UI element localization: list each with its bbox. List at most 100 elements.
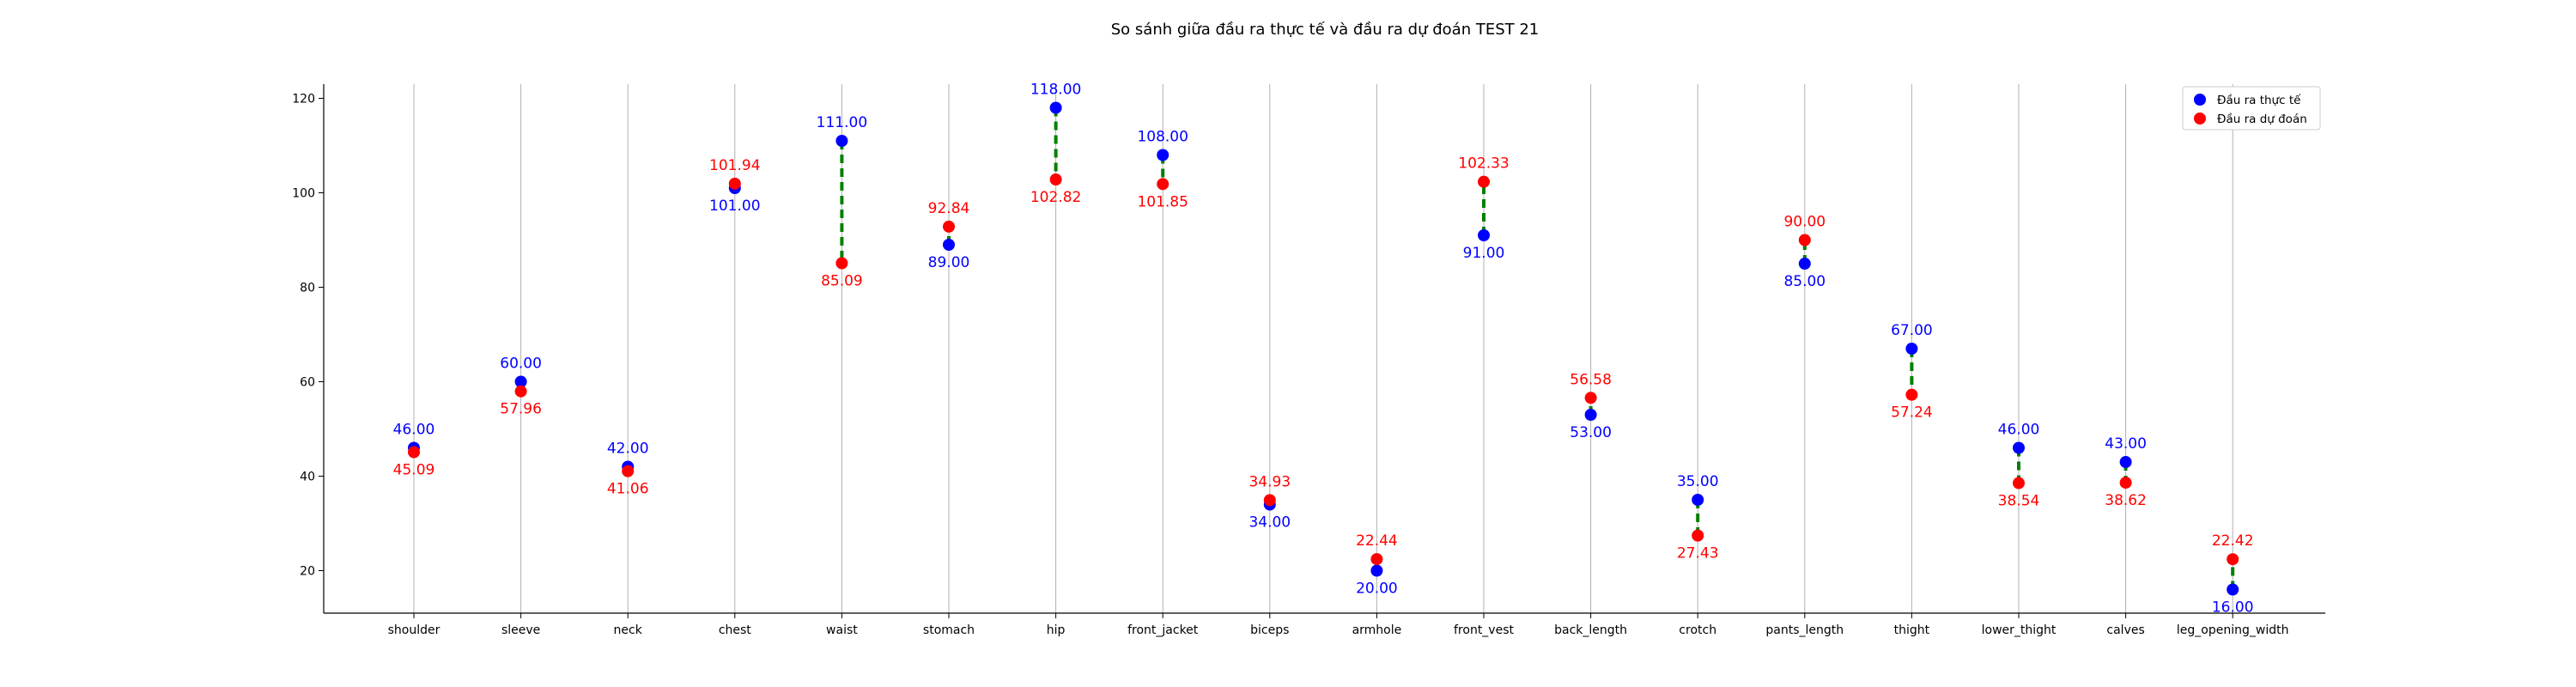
predicted-value-label: 45.09 bbox=[393, 462, 435, 479]
predicted-point-biceps bbox=[1263, 494, 1276, 507]
actual-value-label: 67.00 bbox=[1891, 322, 1933, 339]
y-tick-label: 60 bbox=[300, 376, 315, 390]
predicted-value-label: 101.85 bbox=[1137, 193, 1188, 210]
y-tick-label: 20 bbox=[300, 565, 315, 579]
predicted-value-label: 101.94 bbox=[709, 157, 760, 174]
actual-value-label: 85.00 bbox=[1783, 273, 1826, 290]
actual-point-lower_thight bbox=[2013, 441, 2025, 454]
actual-value-label: 53.00 bbox=[1570, 424, 1612, 441]
legend-marker-1 bbox=[2194, 112, 2206, 125]
x-tick-label: chest bbox=[719, 623, 751, 637]
legend-label-0: Đầu ra thực tế bbox=[2217, 93, 2301, 107]
x-tick-label: leg_opening_width bbox=[2177, 623, 2289, 637]
chart-title: So sánh giữa đầu ra thực tế và đầu ra dự… bbox=[1111, 21, 1540, 39]
actual-value-label: 101.00 bbox=[709, 198, 760, 215]
x-tick-label: armhole bbox=[1352, 623, 1402, 637]
predicted-value-label: 41.06 bbox=[607, 481, 649, 498]
legend-label-1: Đầu ra dự đoán bbox=[2217, 112, 2307, 126]
x-tick-label: back_length bbox=[1554, 623, 1627, 637]
actual-point-stomach bbox=[943, 239, 955, 251]
predicted-point-crotch bbox=[1692, 529, 1704, 542]
x-tick-label: lower_thight bbox=[1982, 623, 2057, 637]
actual-value-label: 60.00 bbox=[500, 356, 542, 373]
predicted-point-thight bbox=[1905, 388, 1918, 401]
actual-point-leg_opening_width bbox=[2227, 583, 2239, 596]
actual-value-label: 46.00 bbox=[1998, 422, 2040, 439]
y-tick-label: 80 bbox=[300, 282, 315, 295]
predicted-point-hip bbox=[1049, 173, 1062, 185]
y-tick-label: 100 bbox=[292, 187, 315, 201]
predicted-point-leg_opening_width bbox=[2227, 553, 2239, 566]
x-tick-label: waist bbox=[826, 623, 858, 637]
x-tick-label: front_vest bbox=[1454, 623, 1514, 637]
x-tick-label: pants_length bbox=[1765, 623, 1844, 637]
actual-point-back_length bbox=[1584, 409, 1597, 421]
predicted-value-label: 85.09 bbox=[821, 273, 863, 290]
actual-value-label: 34.00 bbox=[1249, 514, 1291, 532]
predicted-point-back_length bbox=[1584, 392, 1597, 404]
data-labels: 46.00 45.09 60.00 57.96 42.00 41.06 101.00 101.… bbox=[393, 82, 2254, 617]
actual-point-front_vest bbox=[1478, 229, 1490, 241]
legend-marker-0 bbox=[2194, 94, 2206, 106]
predicted-value-label: 38.62 bbox=[2105, 492, 2147, 509]
predicted-value-label: 102.82 bbox=[1030, 189, 1081, 206]
x-tick-label: calves bbox=[2106, 623, 2144, 637]
x-tick-label: thight bbox=[1894, 623, 1930, 637]
actual-value-label: 20.00 bbox=[1356, 581, 1398, 598]
actual-point-thight bbox=[1905, 343, 1918, 355]
predicted-point-chest bbox=[728, 177, 741, 190]
actual-point-armhole bbox=[1370, 564, 1383, 577]
predicted-point-front_vest bbox=[1478, 175, 1490, 188]
actual-value-label: 16.00 bbox=[2212, 599, 2254, 617]
actual-point-hip bbox=[1049, 101, 1062, 114]
predicted-point-stomach bbox=[943, 220, 955, 233]
predicted-value-label: 27.43 bbox=[1677, 545, 1719, 562]
predicted-value-label: 34.93 bbox=[1249, 473, 1291, 490]
predicted-value-label: 22.42 bbox=[2212, 532, 2254, 550]
predicted-point-neck bbox=[622, 465, 635, 477]
predicted-point-calves bbox=[2119, 477, 2132, 489]
predicted-value-label: 57.96 bbox=[500, 401, 542, 418]
actual-point-sleeve bbox=[514, 375, 527, 388]
x-tick-label: neck bbox=[614, 623, 643, 637]
actual-point-pants_length bbox=[1798, 258, 1811, 270]
predicted-point-front_jacket bbox=[1157, 178, 1170, 191]
actual-point-front_jacket bbox=[1157, 149, 1170, 161]
predicted-value-label: 38.54 bbox=[1998, 493, 2040, 510]
predicted-value-label: 57.24 bbox=[1891, 404, 1933, 422]
x-tick-label: crotch bbox=[1679, 623, 1716, 637]
x-tick-label: stomach bbox=[923, 623, 975, 637]
grid-lines bbox=[413, 84, 2233, 613]
actual-value-label: 118.00 bbox=[1030, 82, 1081, 99]
x-tick-label: sleeve bbox=[501, 623, 540, 637]
predicted-value-label: 22.44 bbox=[1356, 532, 1398, 550]
x-tick-label: shoulder bbox=[388, 623, 440, 637]
x-tick-label: biceps bbox=[1250, 623, 1289, 637]
actual-value-label: 43.00 bbox=[2105, 435, 2147, 453]
actual-value-label: 91.00 bbox=[1463, 245, 1505, 262]
actual-value-label: 42.00 bbox=[607, 441, 649, 458]
actual-point-crotch bbox=[1692, 494, 1704, 506]
axes bbox=[323, 84, 2325, 614]
actual-value-label: 46.00 bbox=[393, 422, 435, 439]
predicted-point-waist bbox=[835, 257, 848, 270]
data-points bbox=[408, 101, 2239, 596]
predicted-point-lower_thight bbox=[2013, 477, 2025, 489]
predicted-value-label: 90.00 bbox=[1783, 214, 1826, 231]
ticks: shoulder sleeve neck chest waist stomach hip fr… bbox=[292, 93, 2288, 638]
actual-value-label: 108.00 bbox=[1137, 129, 1188, 146]
predicted-value-label: 92.84 bbox=[928, 200, 970, 217]
legend-box bbox=[2182, 86, 2321, 131]
x-tick-label: front_jacket bbox=[1127, 623, 1199, 637]
predicted-point-armhole bbox=[1370, 553, 1383, 566]
x-tick-label: hip bbox=[1047, 623, 1066, 637]
predicted-point-sleeve bbox=[514, 385, 527, 398]
actual-value-label: 89.00 bbox=[928, 254, 970, 271]
predicted-point-pants_length bbox=[1798, 234, 1811, 246]
y-tick-label: 40 bbox=[300, 471, 315, 484]
predicted-value-label: 102.33 bbox=[1458, 155, 1509, 173]
connectors bbox=[412, 107, 2235, 590]
actual-point-waist bbox=[835, 135, 848, 147]
actual-value-label: 35.00 bbox=[1677, 473, 1719, 490]
